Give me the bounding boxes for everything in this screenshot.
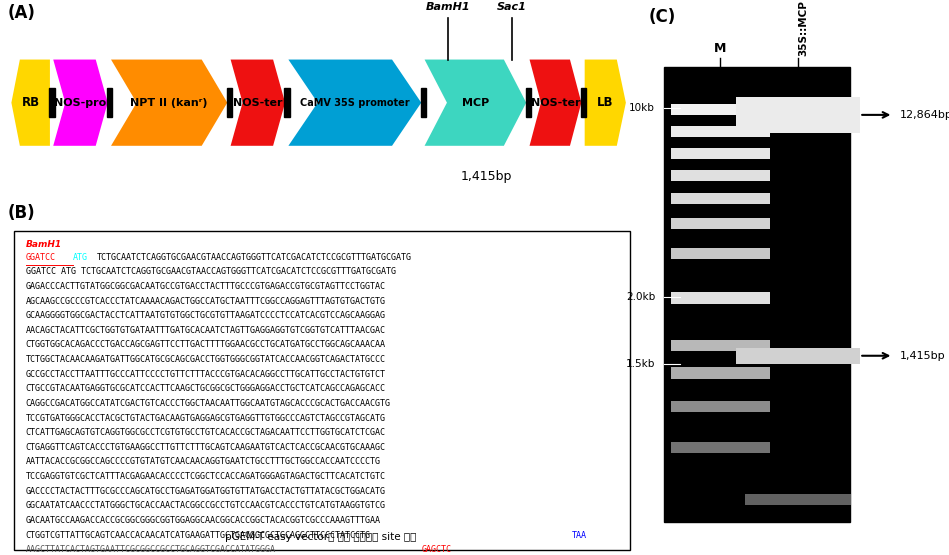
Text: AAGCTTATCACTAGTGAATTCGCGGCCGCCTGCAGGTCGACCATATGGGA: AAGCTTATCACTAGTGAATTCGCGGCCGCCTGCAGGTCGA… (26, 545, 275, 554)
Polygon shape (585, 59, 626, 146)
Text: ATG: ATG (73, 253, 88, 262)
FancyBboxPatch shape (745, 494, 850, 505)
FancyBboxPatch shape (671, 442, 770, 453)
Text: AATTACACCGCGGCCAGCCCCGTGTATGTCAACAACAGGTGAATCTGCCTTTGCTGGCCACCAATCCCCTG: AATTACACCGCGGCCAGCCCCGTGTATGTCAACAACAGGT… (26, 457, 381, 466)
Polygon shape (11, 59, 50, 146)
Text: 35S::MCP: 35S::MCP (798, 0, 808, 56)
Text: NPT II (kanʳ): NPT II (kanʳ) (130, 98, 208, 108)
Text: TCCGAGGTGTCGCTCATTTACGAGAACACCCCTCGGCTCCACCAGATGGGAGTAGACTGCTTCACATCTGTC: TCCGAGGTGTCGCTCATTTACGAGAACACCCCTCGGCTCC… (26, 472, 385, 481)
Text: BamH1: BamH1 (26, 240, 62, 249)
FancyBboxPatch shape (526, 88, 530, 117)
Text: 1.5kb: 1.5kb (625, 359, 655, 369)
Polygon shape (288, 59, 421, 146)
Text: BamH1: BamH1 (426, 2, 471, 12)
Text: 2.0kb: 2.0kb (625, 292, 655, 302)
FancyBboxPatch shape (671, 193, 770, 204)
FancyBboxPatch shape (671, 170, 770, 181)
Text: GCAAGGGGTGGCGACTACCTCATTAATGTGTGGCTGCGTGTTAAGATCCCCTCCATCACGTCCAGCAAGGAG: GCAAGGGGTGGCGACTACCTCATTAATGTGTGGCTGCGTG… (26, 311, 385, 320)
FancyBboxPatch shape (671, 126, 770, 137)
Text: GGATCC: GGATCC (26, 253, 56, 262)
Text: Sac1: Sac1 (496, 2, 527, 12)
Text: (A): (A) (8, 4, 36, 22)
Text: CTGGTCGTTATTGCAGTCAACCACAACATCATGAAGATTGCTGACGGCGCTGCAGGCTTCCCTATCCTG: CTGGTCGTTATTGCAGTCAACCACAACATCATGAAGATTG… (26, 531, 370, 539)
Text: MCP: MCP (462, 98, 489, 108)
Text: GACCCCTACTACTTTGCGCCCAGCATGCCTGAGATGGATGGTGTTATGACCTACTGTTATACGCTGGACATG: GACCCCTACTACTTTGCGCCCAGCATGCCTGAGATGGATG… (26, 487, 385, 496)
Polygon shape (53, 59, 107, 146)
Text: 12,864bp: 12,864bp (900, 110, 949, 120)
Polygon shape (424, 59, 526, 146)
Text: GACAATGCCAAGACCACCGCGGCGGGCGGTGGAGGCAACGGCACCGGCTACACGGTCGCCCAAAGTTTGAA: GACAATGCCAAGACCACCGCGGCGGGCGGTGGAGGCAACG… (26, 516, 381, 525)
Text: RB: RB (22, 96, 40, 109)
Text: LB: LB (597, 96, 613, 109)
Text: 10kb: 10kb (629, 103, 655, 113)
Text: (B): (B) (8, 204, 35, 223)
Text: TCTGGCTACAACAAGATGATTGGCATGCGCAGCGACCTGGTGGGCGGTATCACCAACGGTCAGACTATGCCC: TCTGGCTACAACAAGATGATTGGCATGCGCAGCGACCTGG… (26, 355, 385, 364)
Text: AACAGCTACATTCGCTGGTGTGATAATTTGATGCACAATCTAGTTGAGGAGGTGTCGGTGTCATTTAACGAC: AACAGCTACATTCGCTGGTGTGATAATTTGATGCACAATC… (26, 326, 385, 335)
Text: GCCGCCTACCTTAATTTGCCCATTCCCCTGTTCTTTACCCGTGACACAGGCCTTGCATTGCCTACTGTGTCT: GCCGCCTACCTTAATTTGCCCATTCCCCTGTTCTTTACCC… (26, 370, 385, 379)
FancyBboxPatch shape (14, 231, 629, 549)
FancyBboxPatch shape (671, 401, 770, 412)
FancyBboxPatch shape (671, 367, 770, 379)
Text: GGATCC ATG TCTGCAATCTCAGGTGCGAACGTAACCAGTGGGTTCATCGACATCTCCGCGTTTGATGCGATG: GGATCC ATG TCTGCAATCTCAGGTGCGAACGTAACCAG… (26, 268, 396, 276)
Text: GGCAATATCAACCCTATGGGCTGCACCAACTACGGCCGCCTGTCCAACGTCACCCTGTCATGTAAGGTGTCG: GGCAATATCAACCCTATGGGCTGCACCAACTACGGCCGCC… (26, 501, 385, 511)
Text: TCCGTGATGGGCACCTACGCTGTACTGACAAGTGAGGAGCGTGAGGTTGTGGCCCAGTCTAGCCGTAGCATG: TCCGTGATGGGCACCTACGCTGTACTGACAAGTGAGGAGC… (26, 413, 385, 422)
Text: NOS-pro: NOS-pro (54, 98, 106, 108)
FancyBboxPatch shape (671, 104, 770, 115)
Text: NOS-ter: NOS-ter (233, 98, 283, 108)
FancyBboxPatch shape (581, 88, 586, 117)
FancyBboxPatch shape (736, 348, 860, 364)
Text: 1,415bp: 1,415bp (461, 170, 512, 184)
FancyBboxPatch shape (420, 88, 426, 117)
Polygon shape (231, 59, 285, 146)
FancyBboxPatch shape (671, 248, 770, 259)
Text: CTGAGGTTCAGTCACCCTGTGAAGGCCTTGTTCTTTGCAGTCAAGAATGTCACTCACCGCAACGTGCAAAGC: CTGAGGTTCAGTCACCCTGTGAAGGCCTTGTTCTTTGCAG… (26, 443, 385, 452)
FancyBboxPatch shape (671, 292, 770, 304)
Text: TAA: TAA (572, 531, 587, 539)
Text: 1,415bp: 1,415bp (900, 351, 945, 361)
FancyBboxPatch shape (227, 88, 232, 117)
Text: (C): (C) (649, 8, 676, 26)
FancyBboxPatch shape (671, 218, 770, 229)
Polygon shape (111, 59, 228, 146)
Text: M: M (714, 43, 726, 56)
Text: CTCATTGAGCAGTGTCAGGTGGCGCCTCGTGTGCCTGTCACACCGCTAGACAATTCCTTGGTGCATCTCGAC: CTCATTGAGCAGTGTCAGGTGGCGCCTCGTGTGCCTGTCA… (26, 428, 385, 437)
Text: CTGGTGGCACAGACCCTGACCAGCGAGTTCCTTGACTTTTGGAACGCCTGCATGATGCCTGGCAGCAAACAA: CTGGTGGCACAGACCCTGACCAGCGAGTTCCTTGACTTTT… (26, 340, 385, 350)
Text: pGEM-T easy vector의 일부 제한효소 site 포함: pGEM-T easy vector의 일부 제한효소 site 포함 (225, 532, 416, 542)
FancyBboxPatch shape (107, 88, 112, 117)
Text: CAGGCCGACATGGCCATATCGACTGTCACCCTGGCTAACAATTGGCAATGTAGCACCCGCACTGACCAACGTG: CAGGCCGACATGGCCATATCGACTGTCACCCTGGCTAACA… (26, 399, 391, 408)
FancyBboxPatch shape (49, 88, 54, 117)
Text: TCTGCAATCTCAGGTGCGAACGTAACCAGTGGGTTCATCGACATCTCCGCGTTTGATGCGATG: TCTGCAATCTCAGGTGCGAACGTAACCAGTGGGTTCATCG… (97, 253, 412, 262)
Text: CaMV 35S promoter: CaMV 35S promoter (300, 98, 410, 108)
FancyBboxPatch shape (664, 67, 850, 522)
Text: CTGCCGTACAATGAGGTGCGCATCCACTTCAAGCTGCGGCGCTGGGAGGACCTGCTCATCAGCCAGAGCACC: CTGCCGTACAATGAGGTGCGCATCCACTTCAAGCTGCGGC… (26, 385, 385, 393)
Text: GAGACCCACTTGTATGGCGGCGACAATGCCGTGACCTACTTTGCCCGTGAGACCGTGCGTAGTTCCTGGTAC: GAGACCCACTTGTATGGCGGCGACAATGCCGTGACCTACT… (26, 282, 385, 291)
Text: AGCAAGCCGCCCGTCACCCTATCAAAACAGACTGGCCATGCTAATTTCGGCCAGGAGTTTAGTGTGACTGTG: AGCAAGCCGCCCGTCACCCTATCAAAACAGACTGGCCATG… (26, 296, 385, 306)
FancyBboxPatch shape (736, 97, 860, 133)
Text: NOS-ter: NOS-ter (530, 98, 580, 108)
FancyBboxPatch shape (671, 340, 770, 351)
Polygon shape (530, 59, 582, 146)
FancyBboxPatch shape (671, 148, 770, 159)
FancyBboxPatch shape (285, 88, 289, 117)
Text: GAGCTC: GAGCTC (421, 545, 452, 554)
